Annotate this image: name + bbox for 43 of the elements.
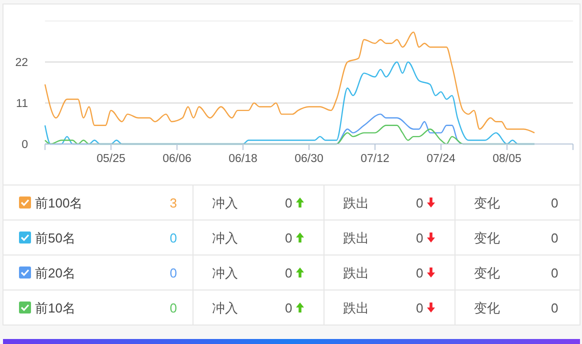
legend-label: 前50名 xyxy=(35,230,76,246)
line-series xyxy=(44,32,536,134)
text: 0 xyxy=(416,196,424,210)
text: 0 xyxy=(551,196,558,210)
category-label: 冲入 xyxy=(212,230,238,246)
text: 0 xyxy=(285,196,292,210)
category-label: 变化 xyxy=(474,196,500,210)
category-label: 跌出 xyxy=(343,230,369,246)
category-label: 冲入 xyxy=(212,300,238,316)
category-label: 冲入 xyxy=(212,196,238,210)
x-tick-label: 06/06 xyxy=(162,153,192,165)
text: 0 xyxy=(170,230,177,246)
text: 0 xyxy=(285,266,292,280)
legend-label: 前20名 xyxy=(35,266,76,280)
text: 0 xyxy=(285,230,292,246)
text: 0 xyxy=(416,300,424,316)
category-label: 跌出 xyxy=(343,266,369,280)
text: 0 xyxy=(416,230,424,246)
text: 0 xyxy=(551,230,558,246)
category-label: 冲入 xyxy=(212,266,238,280)
x-tick-label: 06/18 xyxy=(228,153,258,165)
text: 0 xyxy=(170,300,177,316)
text: 0 xyxy=(170,266,177,280)
category-label: 变化 xyxy=(474,300,500,316)
legend-label: 前10名 xyxy=(35,300,76,316)
text: 0 xyxy=(551,300,558,316)
y-tick-label: 0 xyxy=(22,139,28,151)
y-tick-label: 11 xyxy=(16,98,28,110)
text: 0 xyxy=(416,266,424,280)
x-tick-label: 05/25 xyxy=(96,153,126,165)
x-tick-label: 07/12 xyxy=(360,153,390,165)
category-label: 变化 xyxy=(474,266,500,280)
y-tick-label: 22 xyxy=(15,57,28,69)
legend-label: 前100名 xyxy=(35,196,83,210)
text: 3 xyxy=(170,196,177,210)
category-label: 跌出 xyxy=(343,300,369,316)
category-label: 跌出 xyxy=(343,196,369,210)
category-label: 变化 xyxy=(474,230,500,246)
text: 0 xyxy=(551,266,558,280)
x-tick-label: 08/05 xyxy=(492,153,522,165)
x-tick-label: 06/30 xyxy=(294,153,324,165)
x-tick-label: 07/24 xyxy=(426,153,456,165)
text: 0 xyxy=(285,300,292,316)
